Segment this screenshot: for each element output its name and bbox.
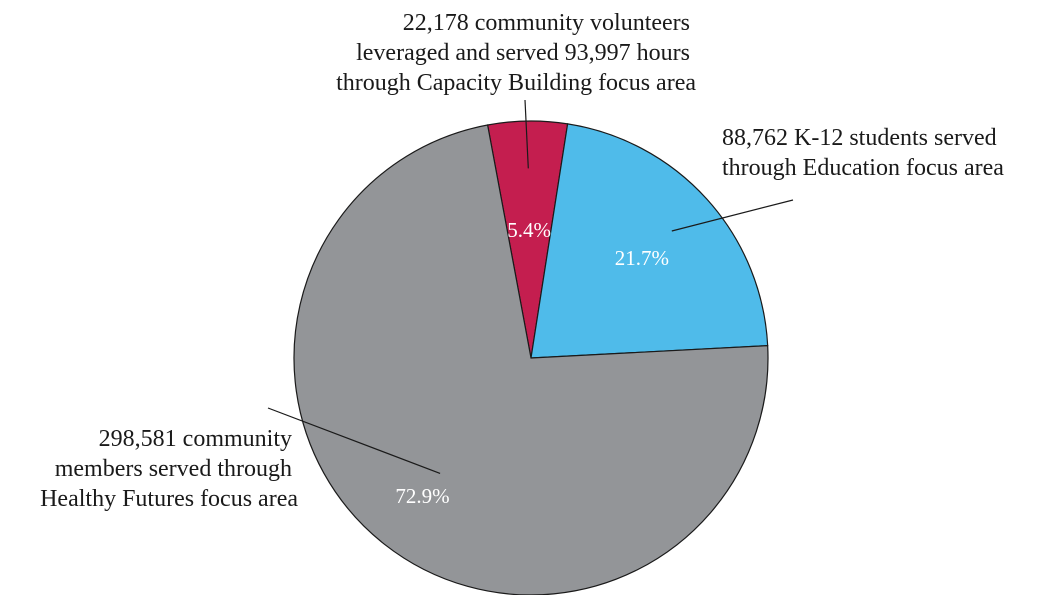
callout-healthy-futures: 298,581 community members served through… xyxy=(40,426,298,512)
leader-line-education xyxy=(671,199,794,232)
pie-slices xyxy=(293,120,769,595)
leader-lines xyxy=(267,99,794,474)
percent-label-healthy-futures: 72.9% xyxy=(395,484,449,508)
percent-label-education: 21.7% xyxy=(615,246,669,270)
percent-label-capacity-building: 5.4% xyxy=(507,218,551,242)
percent-labels: 5.4% 21.7% 72.9% xyxy=(395,218,669,508)
callout-capacity-building: 22,178 community volunteers leveraged an… xyxy=(336,10,696,96)
callout-education: 88,762 K-12 students served through Educ… xyxy=(722,125,1004,181)
leader-line-healthy-futures xyxy=(267,407,441,474)
slice-healthy-futures xyxy=(293,124,769,595)
slice-education xyxy=(530,123,769,359)
leader-line-capacity-building xyxy=(524,99,529,169)
